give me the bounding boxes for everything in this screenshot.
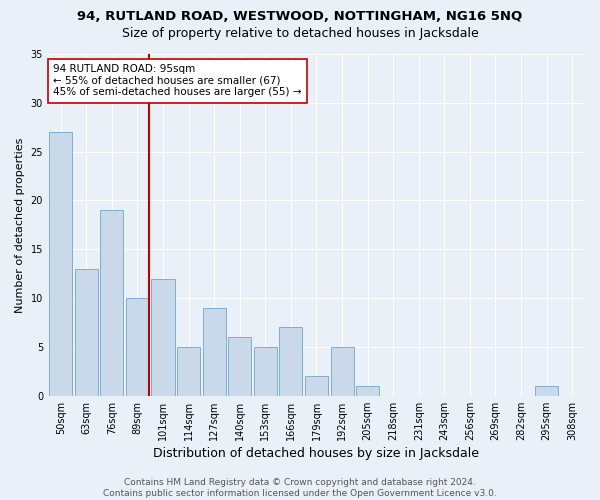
Bar <box>254 347 277 396</box>
Y-axis label: Number of detached properties: Number of detached properties <box>15 137 25 312</box>
Bar <box>331 347 353 396</box>
Bar <box>203 308 226 396</box>
Bar <box>177 347 200 396</box>
Bar <box>151 278 175 396</box>
Bar <box>100 210 124 396</box>
Bar <box>280 328 302 396</box>
X-axis label: Distribution of detached houses by size in Jacksdale: Distribution of detached houses by size … <box>154 447 479 460</box>
Text: Contains HM Land Registry data © Crown copyright and database right 2024.
Contai: Contains HM Land Registry data © Crown c… <box>103 478 497 498</box>
Bar <box>126 298 149 396</box>
Bar <box>535 386 558 396</box>
Bar <box>228 337 251 396</box>
Text: Size of property relative to detached houses in Jacksdale: Size of property relative to detached ho… <box>122 28 478 40</box>
Text: 94 RUTLAND ROAD: 95sqm
← 55% of detached houses are smaller (67)
45% of semi-det: 94 RUTLAND ROAD: 95sqm ← 55% of detached… <box>53 64 302 98</box>
Bar <box>305 376 328 396</box>
Text: 94, RUTLAND ROAD, WESTWOOD, NOTTINGHAM, NG16 5NQ: 94, RUTLAND ROAD, WESTWOOD, NOTTINGHAM, … <box>77 10 523 23</box>
Bar <box>75 269 98 396</box>
Bar <box>49 132 72 396</box>
Bar <box>356 386 379 396</box>
